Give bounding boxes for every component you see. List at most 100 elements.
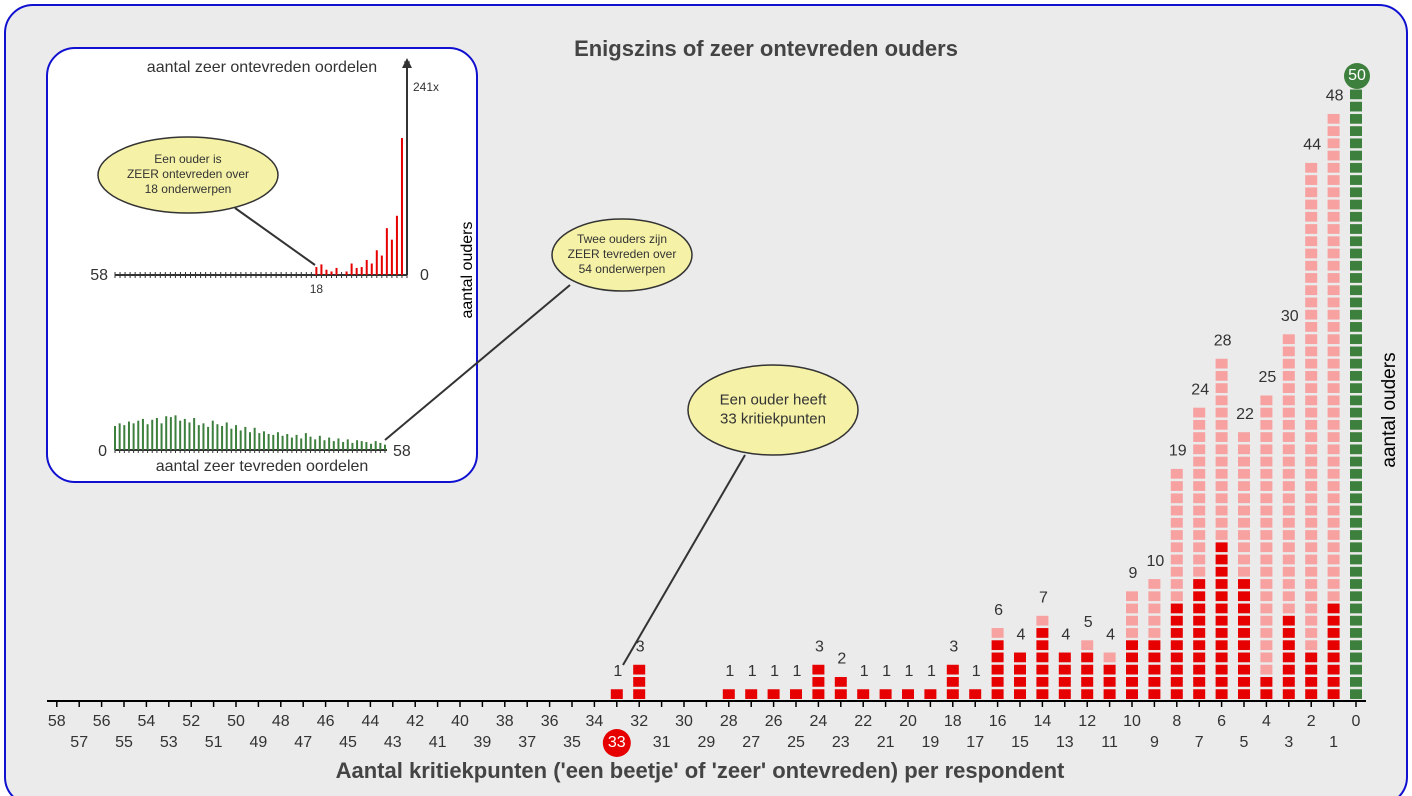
inset-bar <box>169 417 172 450</box>
bar-segment <box>902 687 914 700</box>
inset-bar <box>183 418 186 450</box>
x-tick-label: 45 <box>339 734 357 751</box>
x-tick-label: 25 <box>787 734 805 751</box>
x-tick-label: 27 <box>742 734 760 751</box>
total-label: 50 <box>1348 67 1366 84</box>
x-tick-label: 46 <box>317 713 335 730</box>
x-tick-label: 49 <box>250 734 268 751</box>
inset-bar <box>360 441 363 450</box>
x-tick-label: 57 <box>70 734 88 751</box>
inset-bar <box>350 263 353 275</box>
x-tick-label: 23 <box>832 734 850 751</box>
x-tick-label: 44 <box>362 713 380 730</box>
total-label: 1 <box>613 663 622 680</box>
inset-bar <box>337 438 340 450</box>
bar-segment <box>1282 332 1295 615</box>
inset-y-tick-label: 241x <box>413 80 439 94</box>
inset-bar <box>379 442 382 450</box>
bar-segment <box>1081 638 1094 652</box>
bar-segment <box>1126 589 1138 639</box>
inset-bar <box>286 434 289 450</box>
inset-bar <box>335 267 338 275</box>
inset-bar <box>309 436 312 450</box>
total-label: 25 <box>1259 369 1277 386</box>
total-label: 9 <box>1129 565 1138 582</box>
inset-bar <box>281 435 284 450</box>
bar-segment <box>790 687 802 700</box>
inset-bar <box>141 418 144 450</box>
inset-bar <box>384 444 386 450</box>
bar-segment <box>834 675 847 700</box>
x-tick-label: 47 <box>294 734 312 751</box>
inset-bar <box>380 255 383 275</box>
inset-bar <box>179 420 182 450</box>
total-label: 1 <box>748 663 757 680</box>
bar-segment <box>1036 614 1049 627</box>
inset-bar <box>235 425 238 450</box>
inset-bar <box>193 418 196 450</box>
bar-segment <box>1260 394 1273 676</box>
x-axis-title: Aantal kritiekpunten ('een beetje' of 'z… <box>336 758 1065 783</box>
inset-bar <box>225 422 228 450</box>
total-label: 10 <box>1147 553 1165 570</box>
callout <box>687 364 859 456</box>
inset-bar <box>365 259 368 275</box>
inset-bar <box>118 423 121 450</box>
inset-bar <box>304 433 307 450</box>
x-tick-label: 20 <box>899 713 917 730</box>
inset-bar <box>160 423 163 450</box>
x-tick-label: 31 <box>653 734 671 751</box>
total-label: 30 <box>1281 308 1299 325</box>
bar-segment <box>1193 406 1206 578</box>
bar-segment <box>969 687 982 700</box>
x-tick-label: 13 <box>1056 734 1074 751</box>
x-tick-label: 14 <box>1034 713 1052 730</box>
inset-bar <box>346 439 349 450</box>
x-tick-label: 58 <box>48 713 66 730</box>
inset-bar <box>123 425 126 450</box>
total-label: 1 <box>882 663 891 680</box>
inset-bar <box>127 421 130 450</box>
inset-bar <box>365 442 368 450</box>
x-tick-label: 38 <box>496 713 514 730</box>
bar-segment <box>1081 651 1094 700</box>
x-tick-label: 36 <box>541 713 559 730</box>
inset-bar <box>330 271 333 275</box>
inset-bar <box>276 432 279 450</box>
inset-bar <box>328 437 331 450</box>
x-tick-label: 7 <box>1195 734 1204 751</box>
x-tick-label: 55 <box>115 734 133 751</box>
bar-segment <box>745 687 758 700</box>
callout-text: Een ouder heeft <box>720 392 828 409</box>
inset-bar <box>262 431 265 450</box>
bar-segment <box>610 687 623 700</box>
x-tick-label: 16 <box>989 713 1007 730</box>
x-tick-label: 4 <box>1262 713 1271 730</box>
total-label: 1 <box>725 663 734 680</box>
x-tick-label: 34 <box>586 713 604 730</box>
inset-bar <box>244 426 247 450</box>
x-tick-label: 1 <box>1329 734 1338 751</box>
x-tick-label: 56 <box>93 713 111 730</box>
inset-bar <box>400 138 403 275</box>
inset-bar <box>320 264 323 275</box>
bar-segment <box>1103 651 1116 664</box>
x-tick-label: 8 <box>1172 713 1181 730</box>
bar-segment <box>1350 88 1362 700</box>
inset-bar <box>351 442 354 450</box>
inset-bar <box>295 434 298 450</box>
bar-segment <box>1103 663 1116 700</box>
callout-text: 18 onderwerpen <box>145 182 232 196</box>
x-tick-label: 3 <box>1284 734 1293 751</box>
x-tick-label: 51 <box>205 734 223 751</box>
x-tick-label: 37 <box>518 734 536 751</box>
total-circle <box>1344 63 1370 89</box>
total-label: 3 <box>636 638 645 655</box>
x-tick-label: 54 <box>138 713 156 730</box>
inset-bar <box>211 420 214 450</box>
bar-segment <box>946 663 959 700</box>
inset-bar <box>290 437 293 450</box>
bar-segment <box>1327 112 1340 603</box>
x-tick-label: 17 <box>966 734 984 751</box>
